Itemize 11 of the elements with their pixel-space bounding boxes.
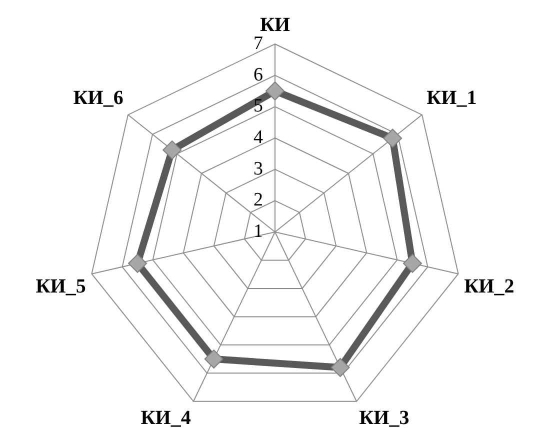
y-tick-label: 6 [254,64,263,86]
y-tick-label: 3 [254,158,263,180]
spoke-label: КИ_5 [36,275,86,298]
spoke-label: КИ_3 [359,406,410,429]
y-tick-label: 4 [254,126,264,148]
spoke-label: КИ_4 [140,406,191,429]
spoke-label: КИ_1 [426,87,477,110]
spoke-label: КИ_6 [73,87,124,110]
y-tick-label: 2 [254,190,263,211]
y-tick-label: 1 [254,220,263,242]
spoke-label: КИ_2 [464,275,514,298]
